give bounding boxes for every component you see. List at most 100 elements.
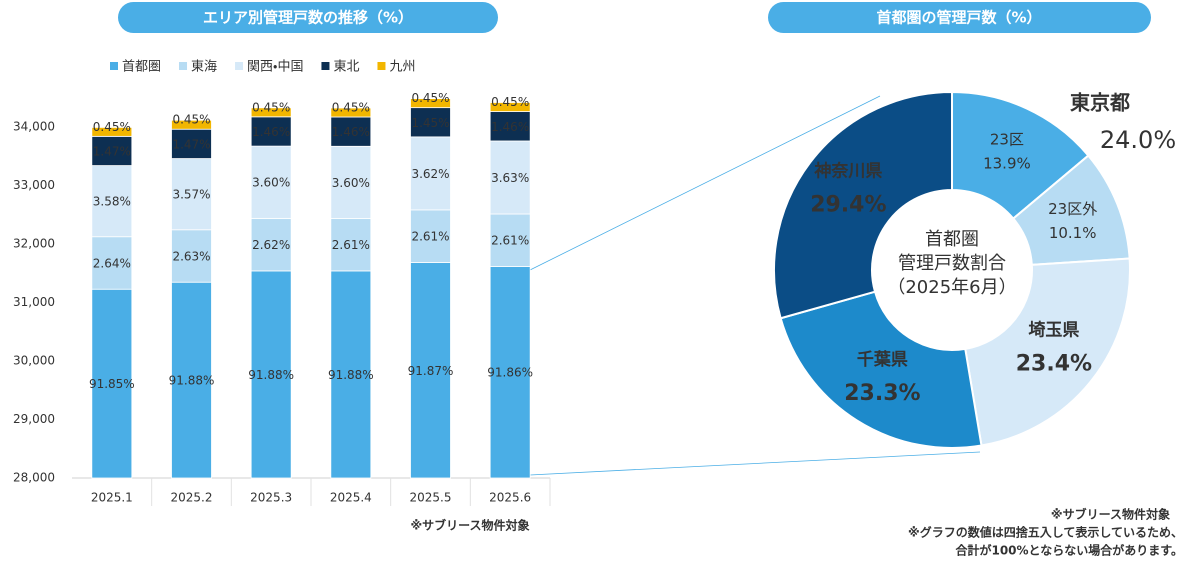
bar-segment <box>250 145 292 219</box>
data-label: 2.62% <box>252 238 290 252</box>
legend-label: 九州 <box>389 60 415 75</box>
bar-segment <box>489 102 531 112</box>
data-label: 2.61% <box>491 234 529 248</box>
center-label: （2025年6月） <box>887 277 1016 298</box>
bar-segment <box>171 128 212 159</box>
bar-segment <box>489 213 531 267</box>
legend-label: 首都圏 <box>122 60 161 75</box>
bar-segment <box>330 270 372 479</box>
x-tick-label: 2025.1 <box>91 491 133 505</box>
y-tick-label: 31,000 <box>13 295 55 309</box>
chart-title: エリア別管理戸数の推移（%） <box>203 9 413 27</box>
data-label: 0.45% <box>411 91 449 105</box>
data-label: 91.86% <box>487 366 533 380</box>
x-tick-label: 2025.4 <box>330 491 372 505</box>
legend-label: 関西・中国 <box>247 60 303 75</box>
legend-swatch <box>321 62 330 70</box>
bar-segment <box>250 270 292 479</box>
data-label: 2.63% <box>172 249 210 263</box>
slice-label: 神奈川県 <box>813 161 882 182</box>
data-label: 3.60% <box>332 176 370 190</box>
legend-swatch <box>377 62 386 70</box>
y-tick-label: 28,000 <box>13 471 55 485</box>
bar-segment <box>91 165 133 238</box>
data-label: 3.58% <box>93 195 131 209</box>
slice-label: 23区 <box>990 131 1024 149</box>
y-tick-label: 33,000 <box>13 178 55 192</box>
x-tick-label: 2025.5 <box>410 491 452 505</box>
slice-label: 23区外 <box>1048 200 1097 218</box>
data-label: 0.45% <box>252 100 290 114</box>
x-tick-label: 2025.6 <box>489 491 531 505</box>
data-label: 2.64% <box>93 256 131 270</box>
data-label: 3.57% <box>172 188 210 202</box>
bar-segment <box>410 98 451 109</box>
chart-title: 首都圏の管理戸数（%） <box>876 9 1041 27</box>
title-pill <box>118 2 498 33</box>
connector-line <box>529 451 981 476</box>
y-tick-label: 34,000 <box>13 120 55 134</box>
data-label: 3.60% <box>252 176 290 190</box>
center-label: 首都圏 <box>925 229 979 250</box>
data-label: 91.85% <box>89 377 135 391</box>
bar-segment <box>330 145 372 219</box>
note: 合計が100%とならない場合があります。 <box>955 543 1183 558</box>
y-tick-label: 30,000 <box>13 354 55 368</box>
bar-segment <box>250 107 292 118</box>
bar-segment <box>489 140 531 215</box>
y-tick-label: 29,000 <box>13 412 55 426</box>
donut-slice <box>779 290 983 449</box>
bar-segment <box>410 107 451 138</box>
data-label: 1.45% <box>411 116 449 130</box>
group-value: 24.0% <box>1100 126 1176 154</box>
bar-segment <box>171 229 212 283</box>
center-label: 管理戸数割合 <box>898 253 1006 274</box>
note: ※グラフの数値は四捨五入して表示しているため、 <box>908 525 1183 540</box>
note: ※サブリース物件対象 <box>1051 507 1170 522</box>
bar-segment <box>410 262 451 479</box>
data-label: 1.47% <box>93 144 131 158</box>
donut-hole <box>873 191 1031 349</box>
data-label: 2.61% <box>411 230 449 244</box>
data-label: 1.46% <box>252 125 290 139</box>
connector-line <box>529 95 881 271</box>
bar-segment <box>330 218 372 272</box>
donut-slice <box>773 90 953 320</box>
slice-label: 埼玉県 <box>1028 320 1079 341</box>
note: ※サブリース物件対象 <box>410 518 529 533</box>
donut-slice <box>964 257 1131 447</box>
bar-segment <box>489 111 531 142</box>
slice-value: 10.1% <box>1049 224 1097 242</box>
data-label: 3.62% <box>411 167 449 181</box>
bar-segment <box>91 288 133 479</box>
data-label: 0.45% <box>332 100 370 114</box>
x-tick-label: 2025.3 <box>250 491 292 505</box>
data-label: 91.88% <box>169 374 215 388</box>
legend-swatch <box>179 62 188 70</box>
data-label: 1.46% <box>332 125 370 139</box>
bar-segment <box>489 266 531 479</box>
data-label: 91.88% <box>248 368 294 382</box>
slice-value: 13.9% <box>983 155 1031 173</box>
data-label: 1.46% <box>491 120 529 134</box>
data-label: 91.87% <box>408 364 454 378</box>
title-pill <box>768 2 1151 33</box>
legend-swatch <box>110 62 118 70</box>
data-label: 0.45% <box>172 113 210 127</box>
legend-label: 東海 <box>191 59 217 75</box>
legend-label: 東北 <box>333 59 359 75</box>
data-label: 3.63% <box>491 171 529 185</box>
data-label: 0.45% <box>491 95 529 109</box>
data-label: 2.61% <box>332 238 370 252</box>
bar-segment <box>171 281 212 479</box>
bar-segment <box>330 116 372 147</box>
bar-segment <box>91 127 133 137</box>
data-label: 1.47% <box>172 137 210 151</box>
y-tick-label: 32,000 <box>13 237 55 251</box>
data-label: 91.88% <box>328 368 374 382</box>
bar-segment <box>330 107 372 118</box>
bar-segment <box>410 136 451 211</box>
slice-value: 23.3% <box>844 381 920 406</box>
